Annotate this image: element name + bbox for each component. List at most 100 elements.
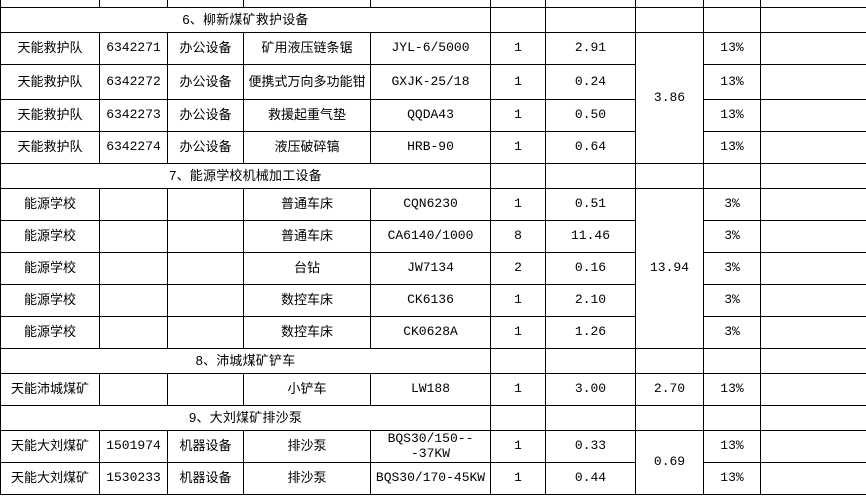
section-filler-cell — [703, 163, 761, 189]
cell-org: 天能救护队 — [0, 99, 100, 132]
section-filler-cell — [703, 348, 761, 374]
table-row[interactable]: 天能救护队 6342271 办公设备 矿用液压链条锯 JYL-6/5000 1 … — [0, 32, 866, 164]
cell-org: 天能救护队 — [0, 131, 100, 164]
cell-name: 普通车床 — [243, 220, 371, 253]
cell-model: JW7134 — [370, 252, 491, 285]
cell-note — [760, 316, 866, 349]
cell-code: 6342272 — [99, 64, 168, 100]
section-filler-cell — [545, 405, 636, 431]
section-filler-cell — [635, 348, 704, 374]
cell-qty: 1 — [490, 430, 546, 463]
section-filler-cell — [760, 7, 866, 33]
table-row[interactable]: 天能救护队 6342273 办公设备 救援起重气垫 QQDA43 1 0.50 … — [0, 99, 866, 132]
clipped-cell — [490, 0, 546, 8]
cell-org: 能源学校 — [0, 220, 100, 253]
section-filler-cell — [760, 405, 866, 431]
section-filler-cell — [545, 348, 636, 374]
cell-qty: 1 — [490, 64, 546, 100]
cell-model: GXJK-25/18 — [370, 64, 491, 100]
cell-name: 普通车床 — [243, 188, 371, 221]
section-title-7: 7、能源学校机械加工设备 — [0, 163, 491, 189]
cell-qty: 2 — [490, 252, 546, 285]
cell-code: 1501974 — [99, 430, 168, 463]
section-header-row: 6、柳新煤矿救护设备 — [0, 7, 866, 33]
cell-name: 排沙泵 — [243, 430, 371, 463]
cell-qty: 1 — [490, 99, 546, 132]
cell-category: 办公设备 — [167, 131, 244, 164]
cell-rate: 13% — [703, 64, 761, 100]
cell-rate: 13% — [703, 462, 761, 495]
table-row[interactable]: 能源学校 普通车床 CA6140/1000 8 11.46 3% — [0, 220, 866, 253]
clipped-cell — [167, 0, 244, 8]
cell-org: 能源学校 — [0, 316, 100, 349]
cell-code — [99, 188, 168, 221]
section-filler-cell — [490, 348, 546, 374]
cell-qty: 8 — [490, 220, 546, 253]
table-row[interactable]: 能源学校 数控车床 CK0628A 1 1.26 3% — [0, 316, 866, 349]
cell-name: 数控车床 — [243, 316, 371, 349]
cell-group-total: 3.86 — [635, 32, 704, 164]
cell-category — [167, 188, 244, 221]
cell-note — [760, 99, 866, 132]
clipped-cell — [635, 0, 704, 8]
cell-amount: 0.51 — [545, 188, 636, 221]
table-row[interactable]: 天能救护队 6342274 办公设备 液压破碎镐 HRB-90 1 0.64 1… — [0, 131, 866, 164]
cell-note — [760, 220, 866, 253]
cell-code: 6342273 — [99, 99, 168, 132]
cell-org: 能源学校 — [0, 284, 100, 317]
clipped-cell — [99, 0, 168, 8]
cell-note — [760, 252, 866, 285]
section-filler-cell — [545, 163, 636, 189]
table-row[interactable]: 能源学校 台钻 JW7134 2 0.16 3% — [0, 252, 866, 285]
cell-org: 天能大刘煤矿 — [0, 462, 100, 495]
table-row[interactable]: 天能大刘煤矿 1501974 机器设备 排沙泵 BQS30/150---37KW… — [0, 430, 866, 495]
section-title-9: 9、大刘煤矿排沙泵 — [0, 405, 491, 431]
clipped-cell — [370, 0, 491, 8]
table-row[interactable]: 天能沛城煤矿 小铲车 LW188 1 3.00 2.70 13% — [0, 373, 866, 406]
cell-code — [99, 316, 168, 349]
table-row[interactable]: 天能大刘煤矿 1530233 机器设备 排沙泵 BQS30/170-45KW 1… — [0, 462, 866, 495]
cell-rate: 3% — [703, 220, 761, 253]
cell-qty: 1 — [490, 373, 546, 406]
clipped-cell — [760, 0, 866, 8]
cell-name: 台钻 — [243, 252, 371, 285]
clipped-top-row — [0, 0, 866, 8]
cell-code — [99, 284, 168, 317]
cell-amount: 11.46 — [545, 220, 636, 253]
cell-note — [760, 188, 866, 221]
table-row[interactable]: 能源学校 数控车床 CK6136 1 2.10 3% — [0, 284, 866, 317]
cell-note — [760, 64, 866, 100]
cell-qty: 1 — [490, 284, 546, 317]
cell-rate: 3% — [703, 284, 761, 317]
cell-rate: 13% — [703, 99, 761, 132]
cell-model: JYL-6/5000 — [370, 32, 491, 65]
cell-name: 救援起重气垫 — [243, 99, 371, 132]
table-row[interactable]: 能源学校 普通车床 CQN6230 1 0.51 13.94 3% — [0, 188, 866, 349]
cell-org: 天能救护队 — [0, 32, 100, 65]
cell-qty: 1 — [490, 188, 546, 221]
cell-rate: 3% — [703, 316, 761, 349]
section-filler-cell — [760, 163, 866, 189]
cell-rate: 13% — [703, 32, 761, 65]
table-row[interactable]: 天能救护队 6342272 办公设备 便携式万向多功能钳 GXJK-25/18 … — [0, 64, 866, 100]
cell-org: 能源学校 — [0, 188, 100, 221]
cell-note — [760, 32, 866, 65]
cell-category: 办公设备 — [167, 64, 244, 100]
cell-category: 办公设备 — [167, 99, 244, 132]
cell-rate: 13% — [703, 430, 761, 463]
cell-amount: 0.64 — [545, 131, 636, 164]
cell-category — [167, 284, 244, 317]
cell-org: 天能大刘煤矿 — [0, 430, 100, 463]
cell-qty: 1 — [490, 316, 546, 349]
cell-name: 排沙泵 — [243, 462, 371, 495]
cell-name: 数控车床 — [243, 284, 371, 317]
cell-model: CQN6230 — [370, 188, 491, 221]
cell-model: CA6140/1000 — [370, 220, 491, 253]
cell-name: 矿用液压链条锯 — [243, 32, 371, 65]
cell-model: HRB-90 — [370, 131, 491, 164]
clipped-cell — [703, 0, 761, 8]
section-header-row: 9、大刘煤矿排沙泵 — [0, 405, 866, 431]
cell-code — [99, 220, 168, 253]
clipped-cell — [545, 0, 636, 8]
section-filler-cell — [703, 7, 761, 33]
